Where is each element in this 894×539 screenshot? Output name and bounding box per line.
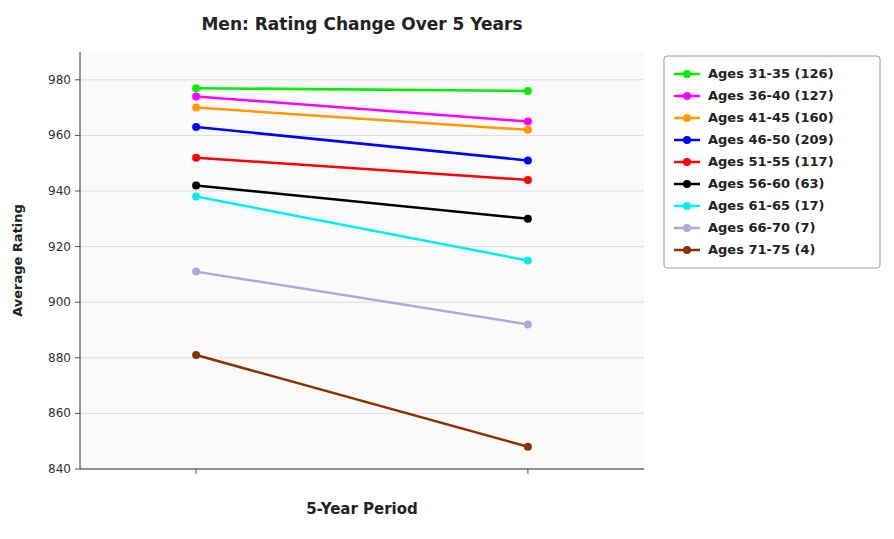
legend-marker [683, 158, 691, 166]
x-tick [196, 469, 197, 474]
grid-line [80, 246, 644, 247]
legend-label: Ages 61-65 (17) [708, 198, 825, 213]
x-axis [80, 469, 644, 470]
point [192, 193, 200, 201]
y-axis [80, 52, 81, 469]
y-axis-label: Average Rating [10, 204, 25, 317]
point [524, 118, 532, 126]
y-tick [75, 79, 80, 80]
y-tick [75, 469, 80, 470]
series-line [196, 108, 528, 130]
series-group [192, 84, 532, 451]
y-tick-label: 860 [48, 406, 71, 420]
legend-label: Ages 51-55 (117) [708, 154, 834, 169]
y-tick-label: 940 [48, 184, 71, 198]
y-tick [75, 191, 80, 192]
plot-background [80, 52, 644, 469]
y-tick [75, 413, 80, 414]
point [524, 320, 532, 328]
y-tick [75, 302, 80, 303]
series-line [196, 272, 528, 325]
series-line [196, 197, 528, 261]
legend-label: Ages 31-35 (126) [708, 66, 834, 81]
legend-marker [683, 136, 691, 144]
legend-marker [683, 180, 691, 188]
point [524, 156, 532, 164]
legend-marker [683, 224, 691, 232]
point [192, 181, 200, 189]
point [524, 257, 532, 265]
grid-line [80, 357, 644, 358]
y-tick [75, 357, 80, 358]
y-tick [75, 135, 80, 136]
y-tick-label: 960 [48, 128, 71, 142]
y-tick-label: 980 [48, 73, 71, 87]
legend-label: Ages 66-70 (7) [708, 220, 815, 235]
point [524, 215, 532, 223]
legend: Ages 31-35 (126) Ages 36-40 (127) Ages 41-… [664, 56, 880, 268]
legend-label: Ages 36-40 (127) [708, 88, 834, 103]
point [192, 351, 200, 359]
y-tick-label: 920 [48, 240, 71, 254]
series-line [196, 158, 528, 180]
grid-line [80, 302, 644, 303]
point [524, 87, 532, 95]
grid-line [80, 413, 644, 414]
y-tick-label: 880 [48, 351, 71, 365]
point [524, 176, 532, 184]
grid-line [80, 79, 644, 80]
legend-marker [683, 70, 691, 78]
x-tick [527, 469, 528, 474]
series-line [196, 88, 528, 91]
legend-box [664, 56, 880, 268]
series-line [196, 127, 528, 160]
point [192, 104, 200, 112]
y-tick-label: 840 [48, 462, 71, 476]
legend-marker [683, 202, 691, 210]
point [192, 123, 200, 131]
point [524, 126, 532, 134]
grid-line [80, 135, 644, 136]
legend-label: Ages 46-50 (209) [708, 132, 834, 147]
series-line [196, 185, 528, 218]
y-tick-label: 900 [48, 295, 71, 309]
point [192, 92, 200, 100]
chart-svg: 840 860 880 900 920 940 960 980 Men: Rating Chan… [0, 0, 894, 539]
x-axis-label: 5-Year Period [306, 500, 418, 518]
legend-label: Ages 71-75 (4) [708, 242, 815, 257]
point [192, 154, 200, 162]
chart-container: 840 860 880 900 920 940 960 980 Men: Rating Chan… [0, 0, 894, 539]
grid-line [80, 469, 644, 470]
y-tick [75, 246, 80, 247]
point [192, 84, 200, 92]
point [524, 443, 532, 451]
grid-line [80, 191, 644, 192]
legend-marker [683, 92, 691, 100]
legend-label: Ages 56-60 (63) [708, 176, 825, 191]
legend-label: Ages 41-45 (160) [708, 110, 834, 125]
series-line [196, 355, 528, 447]
point [192, 268, 200, 276]
legend-marker [683, 246, 691, 254]
title: Men: Rating Change Over 5 Years [201, 14, 522, 34]
legend-marker [683, 114, 691, 122]
